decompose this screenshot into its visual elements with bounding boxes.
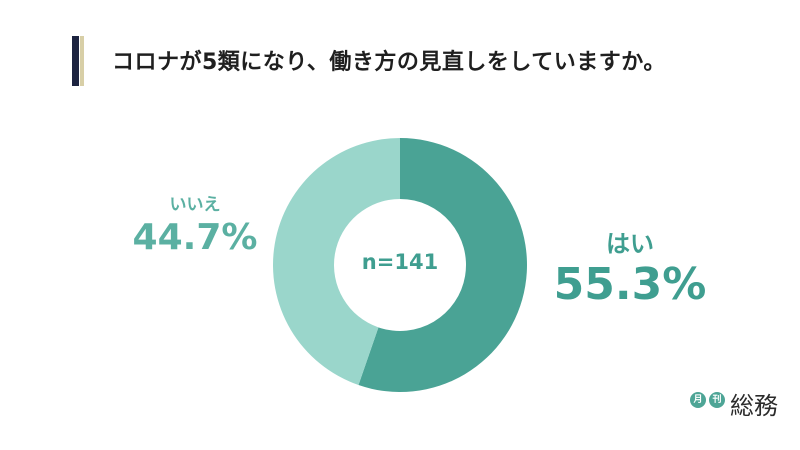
logo-wordmark: 総務	[730, 392, 778, 420]
publisher-logo: 月 刊 総務	[688, 384, 788, 424]
slice-category-no: いいえ	[169, 195, 221, 215]
slice-percent-yes: 55.3%	[553, 259, 707, 310]
donut-slice-yes	[358, 138, 527, 392]
chart-title: コロナが5類になり、働き方の見直しをしていますか。	[112, 50, 666, 75]
title-bar-decoration	[72, 36, 79, 86]
logo-badge-1: 月	[690, 392, 706, 408]
slice-label-yes: はい 55.3%	[545, 224, 715, 310]
donut-slice-no	[272, 138, 400, 386]
logo-badge-2: 刊	[709, 392, 725, 408]
title-bar-accent-decoration	[80, 36, 84, 86]
sample-size-label: n=141	[361, 250, 439, 274]
slice-label-no: いいえ 44.7%	[130, 190, 260, 258]
slice-percent-no: 44.7%	[132, 217, 258, 258]
slice-category-yes: はい	[606, 230, 654, 258]
